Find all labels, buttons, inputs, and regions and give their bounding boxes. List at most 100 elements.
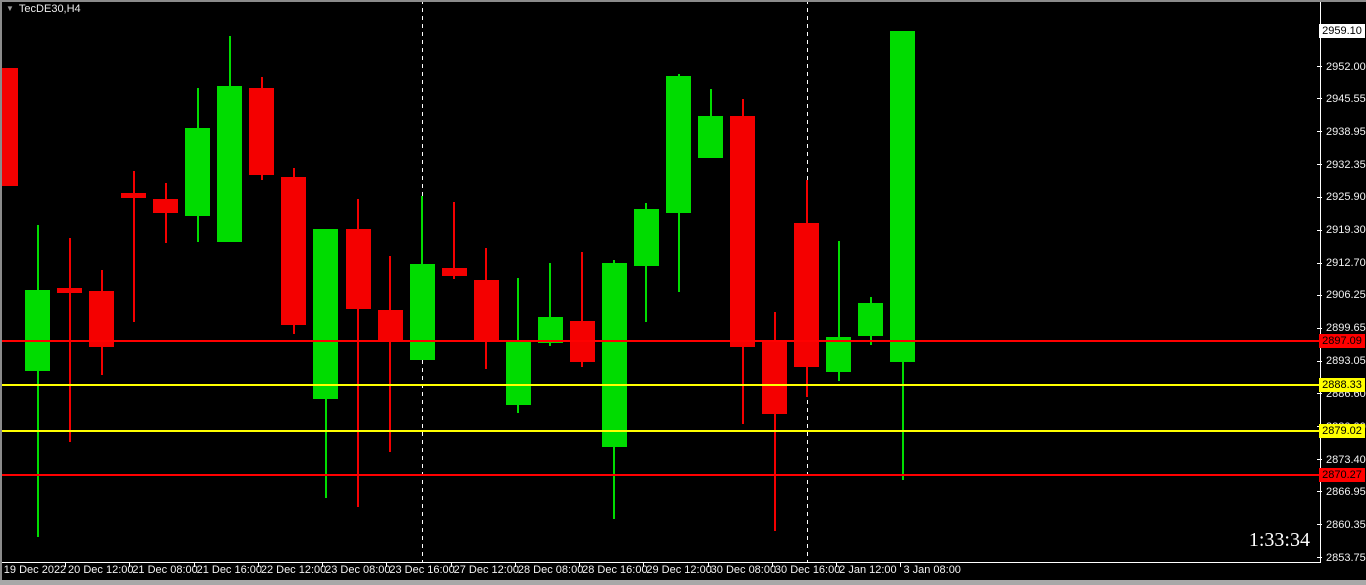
time-tick-label: 28 Dec 08:00 — [517, 564, 584, 576]
candle-body-down — [57, 288, 83, 293]
candle-wick-down — [132, 171, 135, 322]
price-tick-mark — [1317, 524, 1322, 526]
candle-wick-up — [36, 225, 39, 537]
candle-body-down — [281, 177, 307, 325]
price-tick-label: 2912.70 — [1326, 257, 1366, 269]
level-price-badge-red: 2897.09 — [1319, 334, 1365, 349]
price-axis-line — [1320, 0, 1321, 562]
price-tick-mark — [1317, 66, 1322, 67]
price-tick-label: 2932.35 — [1326, 158, 1366, 171]
price-tick-label: 2925.90 — [1326, 191, 1366, 203]
candle-body-up — [826, 337, 852, 372]
candle-body-up — [313, 229, 339, 399]
time-tick-label: 2 Jan 12:00 — [839, 564, 897, 576]
candle-body-down — [762, 342, 788, 414]
candle-body-down — [730, 116, 756, 347]
time-tick-mark — [65, 562, 67, 567]
level-price-badge-yellow: 2879.02 — [1319, 424, 1365, 439]
price-tick-label: 2945.55 — [1326, 92, 1366, 105]
time-axis-line — [2, 562, 1321, 563]
price-tick-label: 2919.30 — [1326, 224, 1366, 236]
candle-body-down — [121, 193, 147, 198]
time-tick-mark — [771, 562, 773, 567]
time-tick-mark — [129, 562, 131, 567]
price-tick-mark — [1317, 131, 1322, 133]
current-price-badge: 2959.10 — [1319, 24, 1365, 38]
candle-body-down — [249, 88, 275, 175]
candle-wick-up — [549, 263, 552, 346]
candle-body-up — [537, 317, 563, 343]
chart-title: ▼ TecDE30,H4 — [6, 3, 81, 15]
time-tick-mark — [322, 562, 324, 567]
symbol-timeframe-label: TecDE30,H4 — [18, 3, 81, 15]
candle-wick-down — [453, 202, 456, 279]
candle-body-down — [441, 268, 467, 276]
candle-body-up — [25, 290, 50, 371]
horizontal-level-line-red[interactable] — [2, 340, 1320, 343]
candle-body-up — [858, 303, 884, 336]
time-tick-label: 30 Dec 16:00 — [774, 564, 841, 576]
candle-wick-down — [773, 312, 776, 531]
price-tick-mark — [1317, 262, 1322, 264]
price-tick-mark — [1317, 360, 1322, 362]
window-border-bottom — [0, 580, 1366, 585]
time-tick-label: 28 Dec 16:00 — [582, 564, 648, 576]
time-tick-label: 21 Dec 08:00 — [132, 564, 198, 576]
candle-body-up — [185, 128, 211, 216]
price-tick-label: 2860.35 — [1326, 518, 1366, 531]
candle-body-up — [633, 209, 659, 266]
chart-plot-area[interactable] — [2, 0, 1320, 562]
horizontal-level-line-yellow[interactable] — [2, 430, 1320, 433]
price-tick-label: 2853.75 — [1326, 551, 1366, 564]
time-tick-mark — [386, 562, 388, 567]
time-tick-mark — [836, 562, 838, 567]
horizontal-level-line-yellow[interactable] — [2, 383, 1320, 386]
time-tick-label: 3 Jan 08:00 — [903, 564, 961, 576]
candle-body-down — [794, 223, 820, 367]
time-tick-label: 23 Dec 16:00 — [389, 564, 455, 576]
window-border-left — [0, 0, 2, 585]
horizontal-level-line-red[interactable] — [2, 474, 1320, 477]
candle-wick-up — [837, 241, 840, 381]
price-tick-mark — [1317, 491, 1322, 493]
price-tick-mark — [1317, 229, 1322, 231]
time-tick-mark — [643, 562, 645, 567]
price-tick-mark — [1317, 459, 1322, 460]
triangle-down-icon: ▼ — [6, 4, 14, 13]
candle-wick-down — [389, 256, 392, 452]
price-tick-label: 2899.65 — [1326, 322, 1366, 335]
time-tick-label: 27 Dec 12:00 — [453, 564, 520, 576]
candle-wick-down — [581, 252, 584, 367]
price-tick-label: 2906.25 — [1326, 289, 1366, 302]
candle-body-up — [409, 264, 435, 360]
price-tick-label: 2938.95 — [1326, 125, 1366, 138]
time-tick-mark — [707, 562, 709, 567]
time-tick-mark — [514, 562, 516, 567]
time-tick-label: 30 Dec 08:00 — [710, 564, 777, 576]
price-tick-mark — [1317, 327, 1322, 329]
candle-body-down — [473, 280, 499, 342]
price-tick-mark — [1317, 393, 1322, 394]
candle-body-up — [666, 76, 691, 213]
candle-body-down — [89, 291, 115, 347]
time-tick-mark — [193, 562, 195, 567]
level-price-badge-red: 2870.27 — [1319, 468, 1365, 483]
price-tick-label: 2866.95 — [1326, 485, 1366, 498]
price-tick-label: 2952.00 — [1326, 60, 1366, 73]
price-tick-label: 2873.40 — [1326, 453, 1366, 466]
price-tick-mark — [1317, 294, 1322, 296]
price-tick-mark — [1317, 98, 1322, 100]
candle-time-clock: 1:33:34 — [1248, 529, 1310, 551]
time-tick-label: 20 Dec 12:00 — [68, 564, 134, 576]
level-price-badge-yellow: 2888.33 — [1319, 377, 1365, 392]
candle-body-down — [345, 229, 371, 309]
candle-wick-down — [357, 199, 359, 507]
candle-body-down — [377, 310, 403, 342]
price-tick-mark — [1317, 164, 1322, 166]
candle-wick-down — [164, 183, 167, 243]
price-tick-mark — [1317, 557, 1322, 559]
candle-body-down — [2, 68, 18, 186]
time-tick-label: 19 Dec 2022 — [3, 564, 67, 576]
time-tick-label: 21 Dec 16:00 — [196, 564, 263, 576]
